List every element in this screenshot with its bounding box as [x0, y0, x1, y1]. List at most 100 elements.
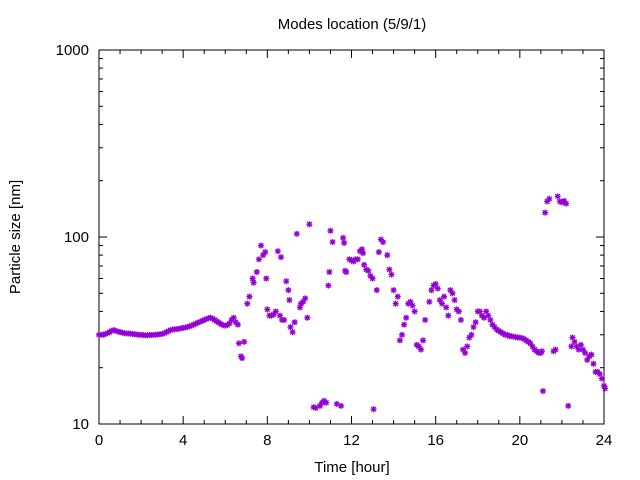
x-tick-label: 8: [263, 432, 271, 449]
data-point: [582, 349, 589, 356]
x-tick-label: 24: [596, 432, 613, 449]
data-point: [255, 256, 262, 263]
x-axis-label: Time [hour]: [314, 459, 389, 476]
data-point: [428, 287, 435, 294]
data-point: [286, 297, 293, 304]
data-point: [373, 287, 380, 294]
y-axis-label: Particle size [nm]: [7, 180, 24, 294]
data-point: [546, 195, 553, 202]
data-point: [443, 304, 450, 311]
data-point: [340, 234, 347, 241]
data-point: [302, 295, 309, 302]
data-point: [386, 266, 393, 273]
data-point: [325, 282, 332, 289]
data-point: [449, 290, 456, 297]
data-point: [455, 308, 462, 315]
data-point: [409, 302, 416, 309]
data-point: [235, 340, 242, 347]
data-point: [542, 209, 549, 216]
data-point: [253, 268, 260, 275]
data-point: [361, 261, 368, 268]
chart-title: Modes location (5/9/1): [278, 16, 426, 33]
data-point: [343, 268, 350, 275]
data-point: [434, 285, 441, 292]
data-point: [250, 279, 257, 286]
x-tick-label: 16: [427, 432, 444, 449]
data-point: [392, 300, 399, 307]
data-point: [598, 375, 605, 382]
data-point: [399, 331, 405, 338]
data-point: [293, 230, 300, 237]
data-point: [472, 319, 479, 326]
data-point: [370, 406, 377, 413]
x-tick-label: 20: [511, 432, 528, 449]
data-point: [394, 293, 401, 300]
data-point: [278, 254, 285, 261]
data-point: [590, 360, 597, 367]
data-point: [354, 256, 361, 263]
data-point: [422, 316, 429, 323]
data-point: [365, 267, 372, 274]
data-point: [451, 297, 458, 304]
data-point: [411, 308, 418, 315]
data-point: [417, 346, 424, 353]
data-point: [375, 249, 382, 256]
data-point: [283, 278, 290, 285]
x-tick-label: 12: [343, 432, 360, 449]
data-point: [464, 343, 471, 350]
data-point: [326, 268, 333, 275]
data-point: [539, 388, 546, 395]
data-point: [577, 341, 584, 348]
y-tick-label: 10: [72, 416, 89, 433]
data-point: [263, 275, 270, 282]
data-point: [563, 200, 570, 207]
plot-frame: [98, 49, 605, 425]
data-point: [390, 287, 397, 294]
data-point: [384, 252, 391, 259]
data-point: [244, 300, 251, 307]
data-point: [571, 338, 578, 345]
data-point: [462, 349, 469, 356]
data-point: [258, 242, 265, 249]
data-point: [249, 275, 256, 282]
data-point: [287, 324, 294, 331]
data-point: [360, 250, 367, 257]
data-point: [554, 193, 561, 200]
data-point: [327, 227, 334, 234]
data-point: [457, 316, 464, 323]
y-tick-label: 100: [64, 229, 89, 246]
data-point: [274, 248, 281, 255]
data-point: [262, 249, 269, 256]
y-axis: 10 100 1000: [56, 42, 604, 433]
data-point: [438, 300, 445, 307]
data-point: [329, 239, 336, 246]
data-point: [380, 239, 387, 246]
data-point: [552, 346, 559, 353]
data-point: [401, 321, 408, 328]
data-point: [281, 316, 288, 323]
y-tick-label: 1000: [56, 42, 89, 59]
data-point: [568, 343, 575, 350]
data-point: [341, 239, 348, 246]
data-point: [291, 319, 298, 326]
data-point: [441, 293, 448, 300]
data-point: [246, 293, 253, 300]
data-point: [420, 337, 427, 344]
data-point: [538, 348, 545, 355]
data-point: [468, 331, 475, 338]
data-point: [388, 271, 395, 278]
data-point: [426, 298, 433, 305]
data-point: [285, 287, 292, 294]
data-point: [470, 324, 477, 331]
data-point: [596, 371, 603, 378]
data-point: [306, 221, 313, 228]
data-point: [445, 312, 452, 319]
data-point: [304, 314, 311, 321]
data-point: [234, 321, 241, 328]
data-point: [239, 355, 246, 362]
data-points: [96, 193, 609, 413]
data-point: [289, 329, 296, 336]
data-point: [602, 385, 609, 392]
data-point: [487, 316, 494, 323]
